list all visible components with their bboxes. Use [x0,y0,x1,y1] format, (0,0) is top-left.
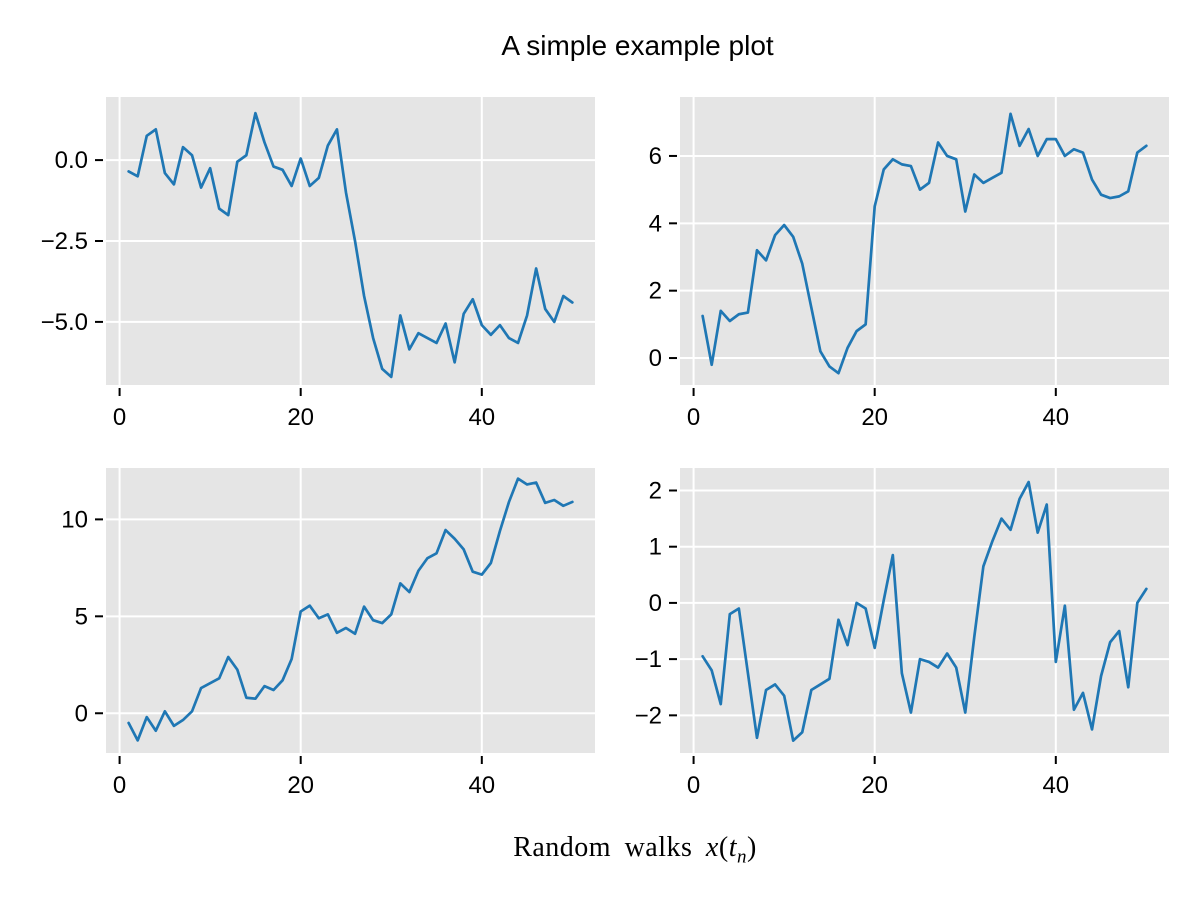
tick-label-y: 2 [649,477,662,504]
line-series-bottom-right [701,480,1148,742]
line-series-top-left [127,111,574,379]
subplot-top-right: 0 20 40 0 2 4 6 [649,97,1169,431]
subplot-top-left: 0 20 40 0.0 −2.5 −5.0 [41,97,595,431]
figure-title: A simple example plot [501,30,774,61]
tick-label-x: 20 [861,404,888,431]
tick-label-y: 0 [649,590,662,617]
tick-label-y: −2 [635,702,662,729]
xlabel-paren-open: ( [718,832,729,863]
plot-area-top-right [680,97,1169,385]
xlabel-subscript: n [736,846,747,868]
tick-label-x: 20 [861,772,888,799]
tick-label-x: 40 [468,772,495,799]
tick-label-y: 1 [649,534,662,561]
xlabel-math-x: x [705,832,719,863]
xlabel-paren-close: ) [746,832,757,863]
tick-label-y: 0.0 [55,147,88,174]
plot-area-bottom-right [680,468,1169,753]
x-axis-label: Random walks x(tn) [75,832,1195,867]
tick-label-x: 0 [687,772,700,799]
subplot-bottom-right: 0 20 40 −2 −1 0 1 2 [635,468,1169,799]
tick-label-x: 20 [287,404,314,431]
tick-label-y: 0 [649,345,662,372]
tick-label-y: −5.0 [41,309,88,336]
tick-label-y: −2.5 [41,228,88,255]
xlabel-math-t: t [728,832,737,863]
tick-label-x: 0 [687,404,700,431]
tick-label-x: 0 [113,772,126,799]
tick-label-y: 4 [649,210,662,237]
tick-label-y: 6 [649,143,662,170]
xlabel-text: Random walks [513,832,706,863]
tick-label-x: 40 [468,404,495,431]
tick-label-x: 20 [287,772,314,799]
tick-label-y: 2 [649,278,662,305]
tick-label-y: 0 [75,700,88,727]
tick-label-x: 40 [1042,772,1069,799]
plot-area-bottom-left [106,468,595,753]
tick-label-x: 0 [113,404,126,431]
tick-label-y: 5 [75,603,88,630]
tick-label-y: 10 [61,506,88,533]
line-series-top-right [701,112,1148,375]
tick-label-y: −1 [635,646,662,673]
tick-label-x: 40 [1042,404,1069,431]
line-series-bottom-left [127,477,574,742]
subplot-bottom-left: 0 20 40 0 5 10 [61,468,595,799]
